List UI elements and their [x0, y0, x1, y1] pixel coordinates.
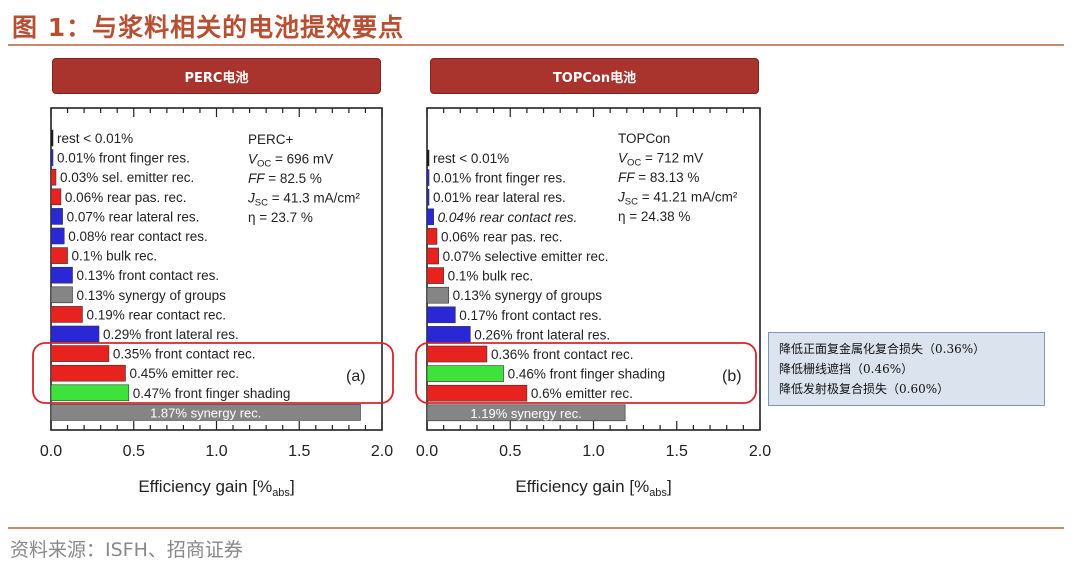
- panel1-info-line: η = 23.7 %: [248, 210, 313, 225]
- panel2-panel-tag: (b): [722, 368, 742, 385]
- panel1-bar-label: 0.01% front finger res.: [57, 151, 190, 166]
- panel2-bar: [426, 267, 444, 284]
- panel2-bar-label: 0.17% front contact res.: [459, 308, 602, 323]
- callout-line-3: 降低发射极复合损失（0.60%）: [779, 382, 950, 396]
- panel1-bar-label: 0.19% rear contact rec.: [86, 307, 226, 322]
- top-divider: [8, 44, 1064, 46]
- panel2-bar: [426, 286, 449, 304]
- panel2-highlight-box: [415, 342, 757, 404]
- panel1-bar: [50, 404, 361, 421]
- panel1-bar: [50, 266, 73, 284]
- panel2-bar: [426, 149, 430, 167]
- panel1-info-line: PERC+: [248, 132, 294, 147]
- source-note: 资料来源：ISFH、招商证券: [10, 539, 243, 561]
- panel2-bar-label: 0.07% selective emitter rec.: [443, 249, 609, 264]
- panel1-info-line: JSC = 41.3 mA/cm²: [247, 191, 360, 209]
- panel2-bar: [426, 208, 434, 226]
- panel2-bar-label: 0.1% bulk rec.: [448, 269, 534, 284]
- panel2-bar-label: 0.06% rear pas. rec.: [441, 229, 563, 244]
- panel2-bar: [426, 384, 528, 402]
- panel2-info-line: VOC = 712 mV: [618, 151, 703, 169]
- panel1-xtick-label: 2.0: [371, 443, 393, 460]
- panel1-bar: [50, 325, 100, 343]
- panel2-info-line: η = 24.38 %: [618, 209, 690, 224]
- panel1-bar: [50, 149, 54, 166]
- panel1-bar-label: 0.07% rear lateral res.: [67, 209, 200, 224]
- panel1-bar-label: 0.47% front finger shading: [133, 386, 291, 401]
- panel2-bar-label: 0.01% rear lateral res.: [433, 190, 566, 205]
- bottom-divider: [8, 527, 1064, 529]
- panel1-bar-label: 0.13% synergy of groups: [77, 288, 227, 303]
- panel1-bar-label: 0.29% front lateral res.: [103, 327, 239, 342]
- panel2-xtick-label: 1.0: [582, 443, 604, 460]
- panel2-bar: [426, 345, 488, 363]
- callout-line-2: 降低栅线遮挡（0.46%）: [779, 362, 914, 376]
- panel2-bar-label: 0.36% front contact rec.: [491, 347, 634, 362]
- panel1-xtick-label: 1.0: [205, 443, 227, 460]
- panel2-bar-label: 0.46% front finger shading: [508, 367, 666, 382]
- panel1-bar-label: 0.03% sel. emitter rec.: [60, 170, 194, 185]
- panel1-info-line: VOC = 696 mV: [248, 152, 333, 170]
- panel1-bar: [50, 345, 110, 362]
- panel2-bar: [426, 169, 430, 186]
- panel1-xtick-label: 0.5: [123, 443, 145, 460]
- panel1-x-axis-label: Efficiency gain [%abs]: [138, 477, 294, 499]
- panel1-bar: [50, 286, 73, 304]
- panel1-xtick-label: 1.5: [288, 443, 310, 460]
- panel2-bar: [426, 228, 438, 245]
- panel2-xtick-label: 2.0: [749, 443, 771, 460]
- panel2-info-line: JSC = 41.21 mA/cm²: [617, 190, 738, 208]
- panel1-bar: [50, 384, 130, 402]
- panel2-x-axis-label: Efficiency gain [%abs]: [515, 477, 671, 499]
- panel2-info-line: FF = 83.13 %: [618, 170, 699, 185]
- panel1-bar: [50, 227, 65, 245]
- panel2-xtick-label: 0.0: [416, 443, 438, 460]
- panel1-bar-label: 0.08% rear contact res.: [68, 229, 208, 244]
- panel1-bar: [50, 188, 62, 206]
- panel2-bar: [426, 404, 626, 422]
- page-title: 图 1：与浆料相关的电池提效要点: [12, 13, 405, 42]
- panel1-bar: [50, 208, 63, 225]
- panel2-xtick-label: 0.5: [499, 443, 521, 460]
- panel2-bar-label: 0.26% front lateral res.: [474, 327, 610, 342]
- panel2-bar-label: 0.13% synergy of groups: [453, 288, 603, 303]
- panel2-bar-label: rest < 0.01%: [433, 151, 509, 166]
- panel1-xtick-label: 0.0: [40, 443, 62, 460]
- panel2-bar: [426, 365, 504, 382]
- panel-header-perc: PERC电池: [52, 58, 381, 94]
- panel2-bar: [426, 188, 430, 206]
- panel2-info-line: TOPCon: [618, 131, 670, 146]
- panel1-bar: [50, 247, 68, 264]
- panel1-bar: [50, 168, 57, 186]
- callout-box: 降低正面复金属化复合损失（0.36%） 降低栅线遮挡（0.46%） 降低发射极复…: [768, 332, 1045, 406]
- panel1-bar-label: 0.35% front contact rec.: [113, 347, 256, 362]
- panel1-panel-tag: (a): [346, 368, 366, 385]
- panel1-bar-label: 1.87% synergy rec.: [150, 405, 261, 420]
- panel2-bar-label: 0.04% rear contact res.: [438, 210, 578, 225]
- panel1-highlight-box: [32, 342, 394, 404]
- panel1-bar-label: 0.13% front contact res.: [77, 268, 220, 283]
- callout-line-1: 降低正面复金属化复合损失（0.36%）: [779, 342, 986, 356]
- panel2-bar: [426, 326, 471, 343]
- panel1-bar-label: rest < 0.01%: [57, 131, 133, 146]
- panel1-bar-label: 0.1% bulk rec.: [72, 249, 158, 264]
- panel1-bar: [50, 306, 83, 323]
- panel2-bar-label: 0.6% emitter rec.: [531, 386, 633, 401]
- panel2-bar-label: 0.01% front finger res.: [433, 171, 566, 186]
- panel2-bar: [426, 247, 439, 265]
- panel1-bar: [50, 129, 54, 147]
- panel-header-topcon: TOPCon电池: [430, 58, 759, 94]
- panel2-xtick-label: 1.5: [666, 443, 688, 460]
- panel1-bar: [50, 364, 126, 382]
- panel1-bar-label: 0.45% emitter rec.: [129, 366, 239, 381]
- panel1-bar-label: 0.06% rear pas. rec.: [65, 190, 187, 205]
- panel2-bar-label: 1.19% synergy rec.: [470, 406, 581, 421]
- panel2-bar: [426, 306, 456, 324]
- panel1-info-line: FF = 82.5 %: [248, 171, 322, 186]
